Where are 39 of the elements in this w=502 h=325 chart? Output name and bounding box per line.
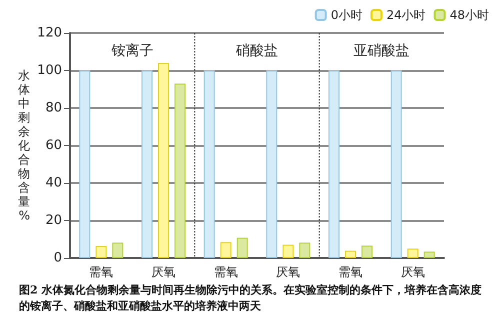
y-tick-label: 60 (45, 138, 62, 153)
bar (220, 242, 232, 258)
x-tick-label: 需氧 (214, 265, 238, 279)
bar (79, 70, 90, 258)
bar (266, 70, 278, 258)
y-tick-label: 120 (37, 26, 62, 40)
x-tick-label: 需氧 (338, 265, 362, 279)
bar (236, 238, 248, 258)
y-tick-label: 20 (45, 213, 62, 228)
legend-label: 0小时 (330, 8, 362, 22)
text: 图2 水体氮化合物剩余量与时间再生物除污中的关系。在实验室控制的条件下，培养在含高浓度的铵离子、硝酸盐和亚硝酸盐水平的培养液中两天 (19, 284, 482, 312)
y-tick-label: 80 (45, 100, 62, 116)
bar (96, 246, 107, 258)
bar (142, 70, 152, 258)
annotation: 铵离子 (110, 43, 154, 59)
bar (390, 70, 402, 258)
bar (174, 84, 186, 258)
bar (204, 70, 215, 258)
bar (345, 250, 356, 258)
y-tick-label: 40 (45, 176, 62, 190)
annotation: 硝酸盐 (235, 43, 278, 59)
bar (424, 252, 435, 258)
text: 水体中剩余化合物含量% (18, 68, 30, 222)
bar (112, 242, 124, 258)
bar (158, 63, 169, 258)
bar (362, 246, 372, 258)
x-tick-label: 厌氧 (400, 265, 425, 279)
x-tick-label: 厌氧 (152, 265, 176, 279)
bar (299, 242, 310, 258)
legend-label: 48小时 (450, 8, 490, 22)
x-tick-label: 需氧 (89, 265, 114, 279)
x-tick-label: 厌氧 (276, 265, 300, 279)
legend-label: 24小时 (386, 8, 426, 22)
annotation: 亚硝酸盐 (354, 43, 410, 59)
bar (407, 248, 418, 258)
y-tick-label: 100 (37, 63, 62, 78)
bar (282, 244, 294, 258)
bar (328, 70, 340, 258)
y-tick-label: 0 (54, 250, 62, 266)
